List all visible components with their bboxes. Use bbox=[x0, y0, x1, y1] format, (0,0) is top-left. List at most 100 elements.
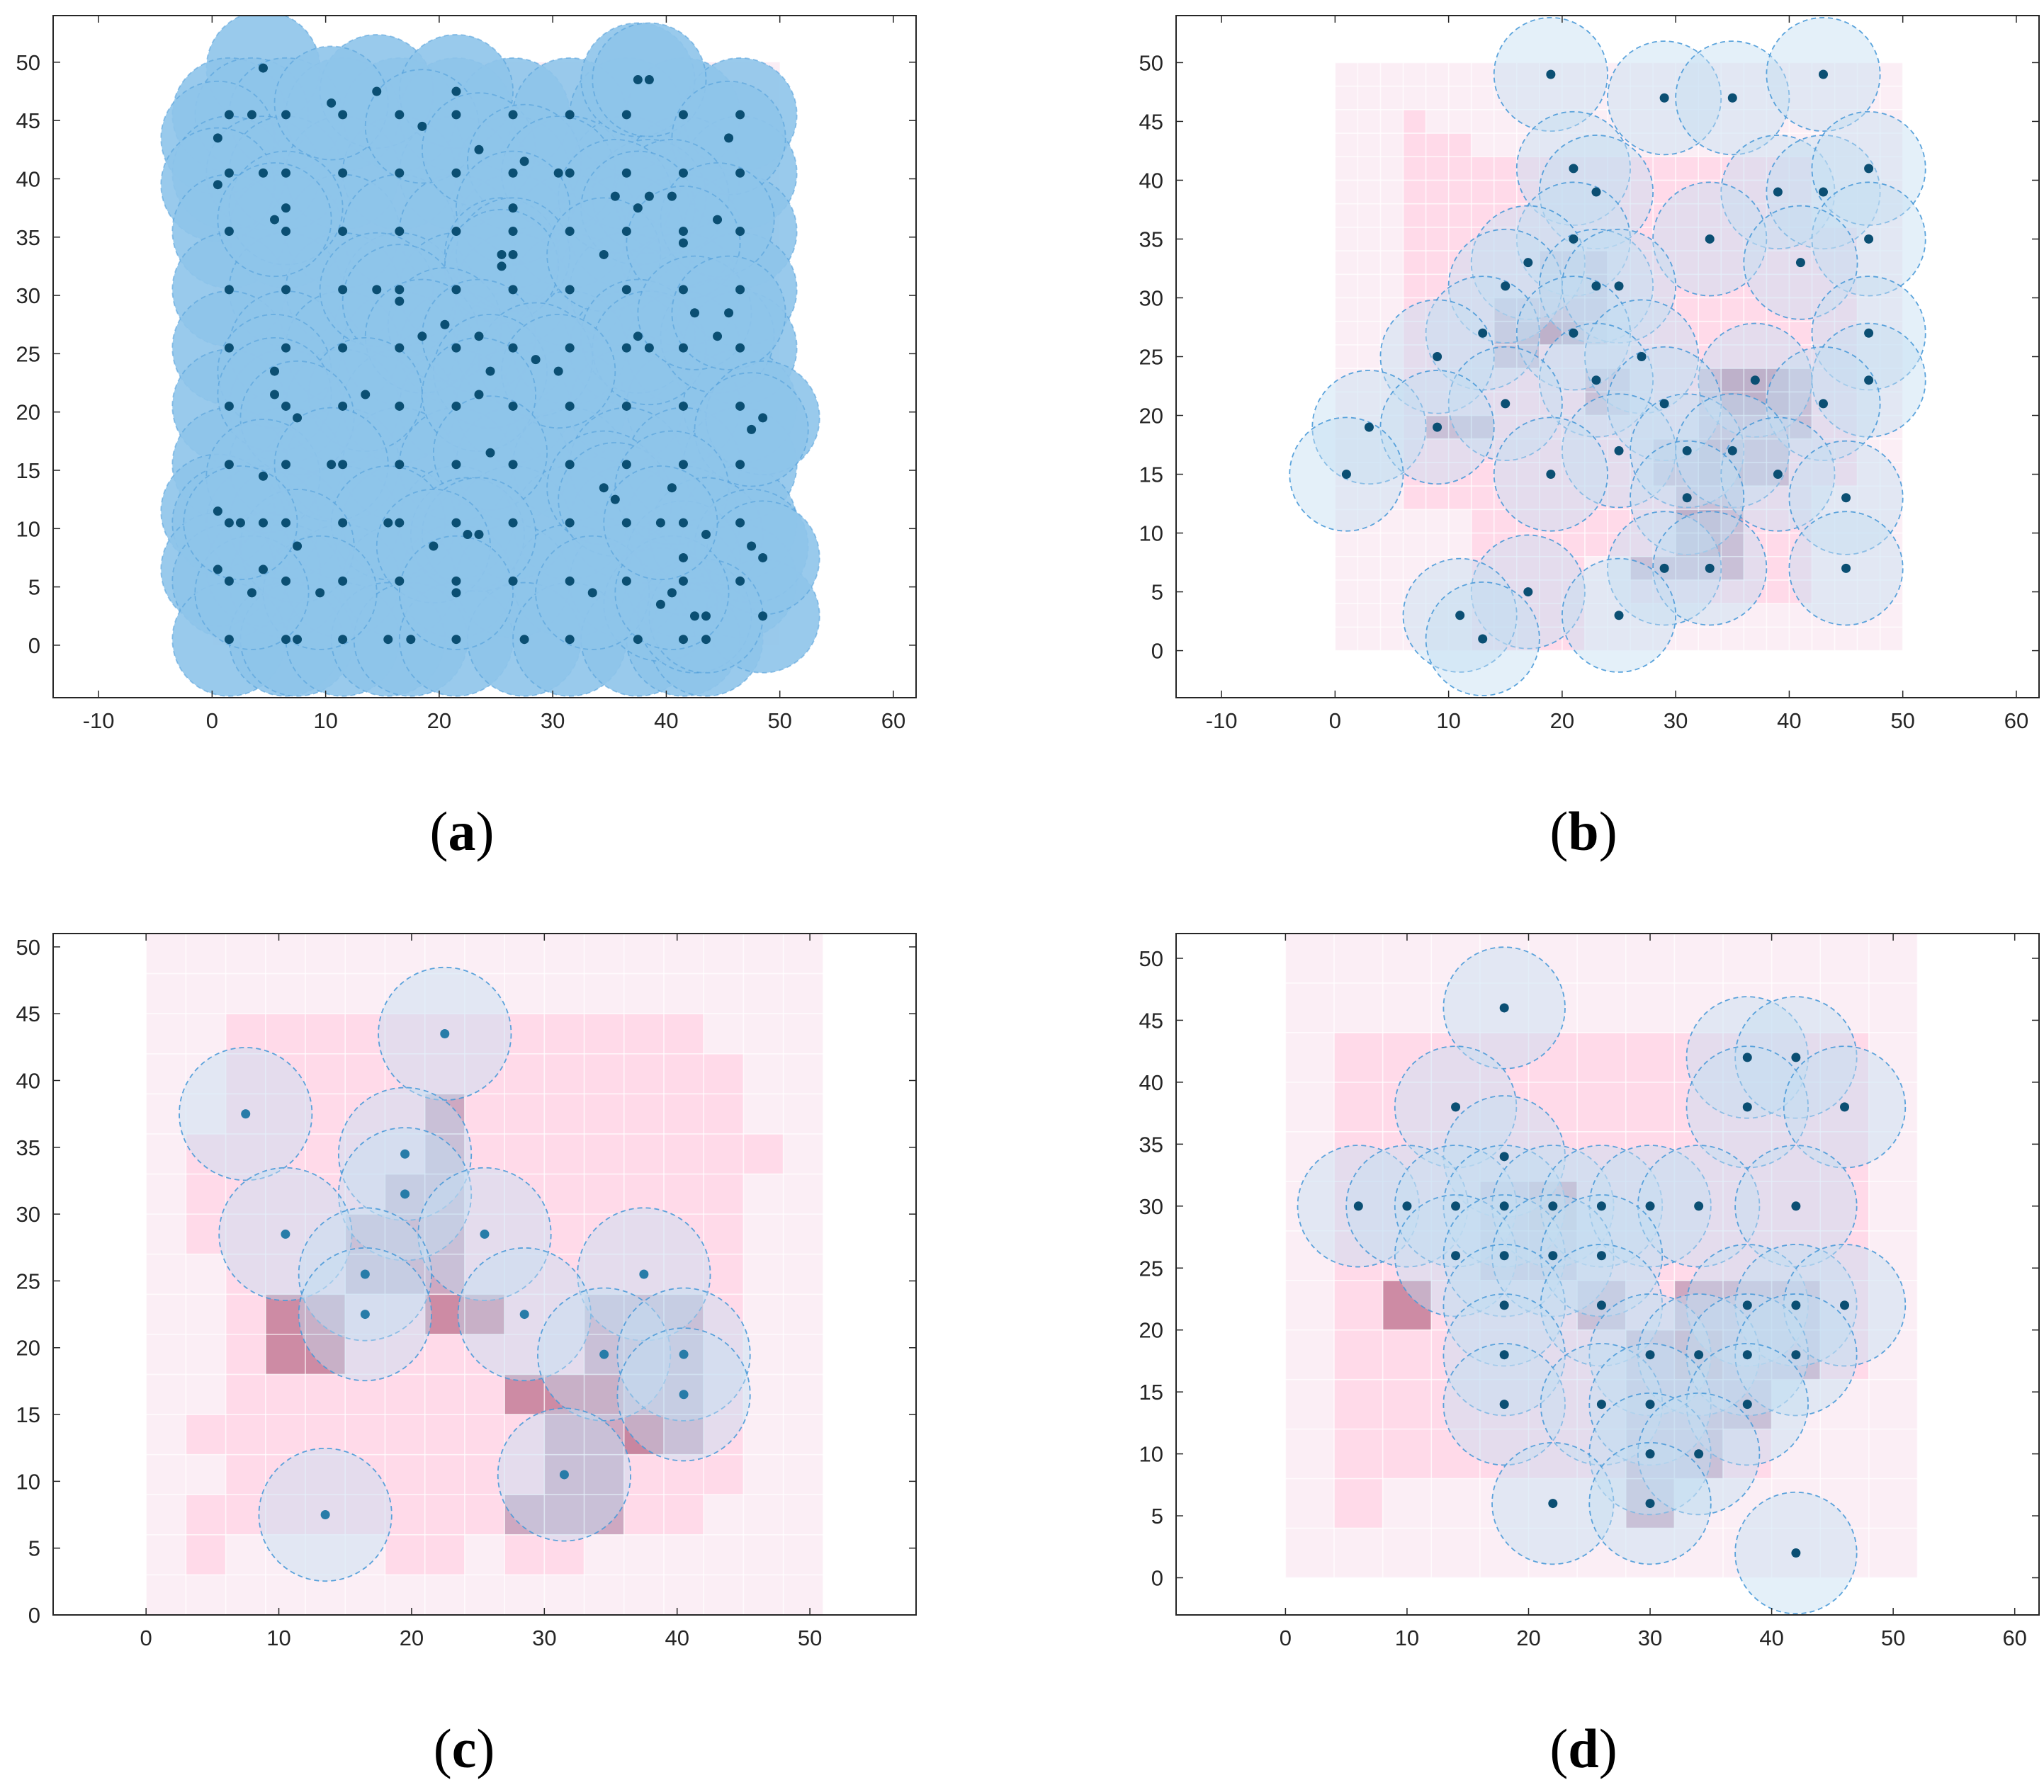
sensor-point bbox=[395, 168, 405, 178]
sensor-point bbox=[1451, 1102, 1461, 1112]
y-tick-label: 40 bbox=[1139, 168, 1163, 193]
sensor-point bbox=[621, 460, 631, 470]
sensor-point bbox=[1546, 470, 1556, 480]
sensor-point bbox=[224, 518, 234, 528]
sensor-point bbox=[395, 285, 405, 295]
sensor-point bbox=[1795, 258, 1805, 268]
sensor-point bbox=[678, 343, 688, 353]
sensor-point bbox=[610, 494, 620, 504]
sensor-point bbox=[531, 355, 541, 365]
sensor-point bbox=[224, 285, 234, 295]
sensor-point bbox=[735, 460, 745, 470]
sensor-point bbox=[1705, 234, 1715, 244]
sensor-point bbox=[451, 588, 461, 598]
sensor-point bbox=[258, 63, 268, 73]
coverage-circles-c bbox=[179, 966, 751, 1582]
coverage-cell-region bbox=[1382, 1280, 1432, 1330]
sensor-point bbox=[224, 401, 234, 411]
sensor-point bbox=[258, 168, 268, 178]
sensor-point bbox=[338, 635, 348, 645]
x-tick-label: 30 bbox=[541, 708, 565, 733]
x-tick-label: 20 bbox=[1516, 1626, 1540, 1650]
sensor-points-b bbox=[1341, 69, 1874, 644]
y-tick-label: 45 bbox=[16, 108, 40, 133]
sensor-point bbox=[735, 518, 745, 528]
sensor-point bbox=[565, 401, 575, 411]
sensor-point bbox=[293, 635, 303, 645]
y-tick-label: 5 bbox=[28, 575, 40, 600]
sensor-point bbox=[621, 576, 631, 586]
sensor-point bbox=[678, 285, 688, 295]
sensor-point bbox=[241, 1109, 251, 1119]
y-tick-label: 20 bbox=[1139, 1318, 1163, 1343]
sensor-point bbox=[1705, 563, 1715, 573]
sensor-point bbox=[655, 518, 665, 528]
sensor-point bbox=[400, 1149, 410, 1159]
panel-caption-a: (a) bbox=[430, 800, 495, 862]
panel-d: 0 10 20 30 40 50 60 0 5 10 15 20 25 30 35 40 45 50 (d) bbox=[1139, 933, 2040, 1779]
sensor-point bbox=[1614, 446, 1624, 455]
sensor-point bbox=[758, 413, 768, 423]
sensor-point bbox=[1591, 375, 1601, 385]
sensor-point bbox=[553, 366, 563, 376]
y-tick-label: 15 bbox=[16, 458, 40, 483]
sensor-point bbox=[1499, 1350, 1509, 1360]
sensor-point bbox=[565, 518, 575, 528]
sensor-point bbox=[451, 460, 461, 470]
x-tick-label: 0 bbox=[140, 1626, 152, 1650]
sensor-point bbox=[338, 460, 348, 470]
sensor-point bbox=[553, 168, 563, 178]
y-tick-label: 30 bbox=[16, 283, 40, 308]
sensor-point bbox=[1773, 187, 1783, 197]
sensor-point bbox=[1523, 587, 1533, 597]
sensor-point bbox=[1742, 1350, 1752, 1360]
sensor-point bbox=[270, 366, 280, 376]
sensor-point bbox=[1455, 611, 1465, 620]
x-tick-label: 30 bbox=[1664, 708, 1688, 733]
sensor-point bbox=[508, 401, 518, 411]
sensor-point bbox=[565, 110, 575, 120]
y-tick-label: 30 bbox=[16, 1202, 40, 1227]
x-tick-label: 60 bbox=[881, 708, 905, 733]
sensor-point bbox=[224, 635, 234, 645]
sensor-point bbox=[429, 541, 439, 551]
sensor-point bbox=[1499, 1251, 1509, 1261]
sensor-point bbox=[451, 110, 461, 120]
sensor-point bbox=[1569, 328, 1579, 338]
sensor-point bbox=[474, 144, 484, 154]
sensor-point bbox=[1742, 1400, 1752, 1410]
sensor-point bbox=[1791, 1201, 1801, 1211]
sensor-point bbox=[258, 565, 268, 574]
sensor-point bbox=[235, 518, 245, 528]
sensor-point bbox=[633, 635, 643, 645]
sensor-point bbox=[678, 635, 688, 645]
sensor-point bbox=[497, 261, 507, 271]
sensor-point bbox=[508, 576, 518, 586]
y-tick-label: 50 bbox=[1139, 50, 1163, 75]
sensor-point bbox=[679, 1390, 689, 1400]
sensor-point bbox=[713, 331, 723, 341]
sensor-point bbox=[451, 227, 461, 237]
sensor-point bbox=[372, 285, 382, 295]
sensor-point bbox=[1682, 493, 1692, 503]
sensor-point bbox=[400, 1189, 410, 1199]
panel-b: -10 0 10 20 30 40 50 60 0 5 10 15 20 25 30 35 40 45 50 (b) bbox=[1139, 15, 2040, 862]
sensor-point bbox=[361, 390, 371, 399]
sensor-point bbox=[281, 401, 291, 411]
panel-caption-c: (c) bbox=[434, 1718, 495, 1779]
sensor-point bbox=[508, 285, 518, 295]
sensor-point bbox=[1645, 1400, 1655, 1410]
sensor-point bbox=[565, 635, 575, 645]
sensor-point bbox=[281, 285, 291, 295]
sensor-point bbox=[1499, 1003, 1509, 1013]
sensor-point bbox=[678, 227, 688, 237]
sensor-point bbox=[1596, 1201, 1606, 1211]
sensor-point bbox=[1694, 1350, 1704, 1360]
sensor-point bbox=[621, 227, 631, 237]
x-tick-label: 10 bbox=[313, 708, 337, 733]
sensor-point bbox=[735, 168, 745, 178]
sensor-point bbox=[508, 203, 518, 213]
sensor-point bbox=[565, 168, 575, 178]
sensor-point bbox=[474, 530, 484, 540]
y-tick-label: 25 bbox=[1139, 345, 1163, 370]
